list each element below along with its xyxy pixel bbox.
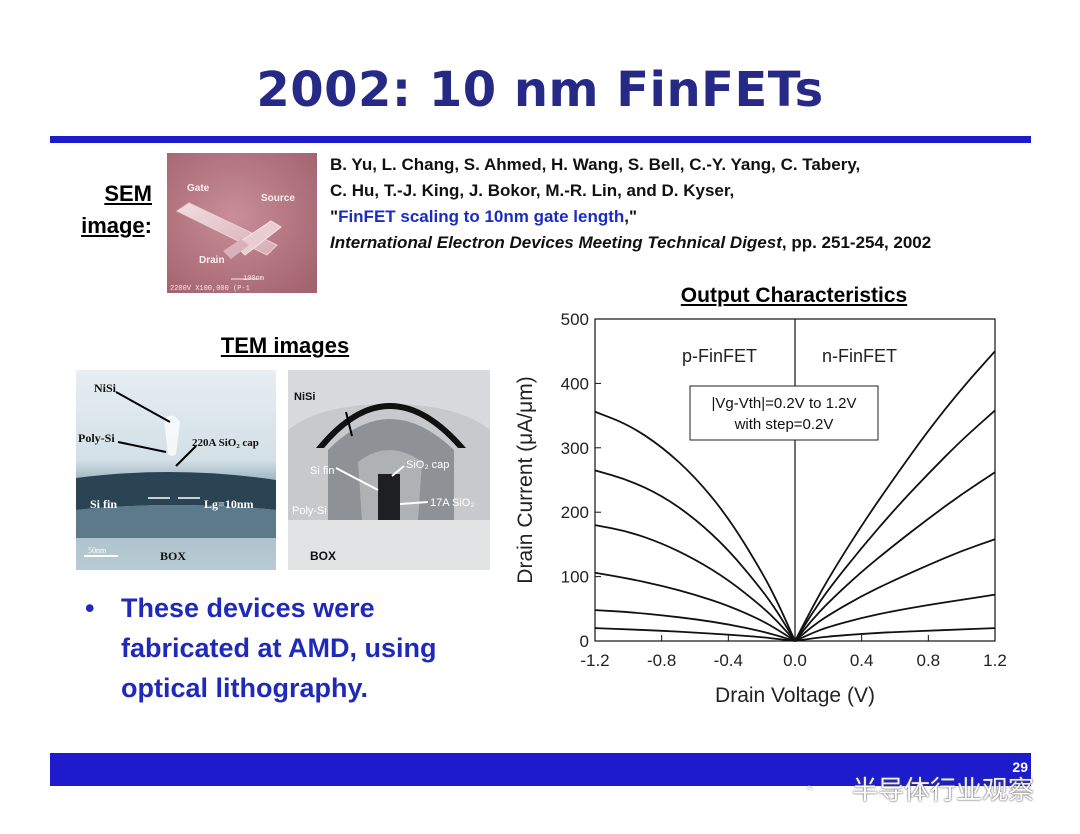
footer-bar xyxy=(50,753,1031,786)
x-tick-label: 1.2 xyxy=(983,651,1007,670)
x-tick-label: 0.0 xyxy=(783,651,807,670)
chart-annotation-line2: with step=0.2V xyxy=(734,416,834,433)
tem-image-1: NiSi Poly-Si 220A SiO₂ cap Si fin Lg=10n… xyxy=(76,370,276,570)
top-rule xyxy=(50,136,1031,143)
region-label-n: n-FinFET xyxy=(822,346,897,366)
p-finfet-curve-6 xyxy=(594,410,796,642)
tem-image-2: NiSi Si fin SiO₂ cap Poly-Si 17A SiO₂ BO… xyxy=(288,370,490,570)
y-tick-label: 300 xyxy=(561,439,589,458)
slide-title: 2002: 10 nm FinFETs xyxy=(256,62,824,118)
p-finfet-curve-2 xyxy=(594,609,796,642)
bullet-marker: • xyxy=(85,593,95,623)
sem-source-label: Source xyxy=(261,193,295,204)
chart-title: Output Characteristics xyxy=(680,284,908,307)
n-finfet-curve-1 xyxy=(794,627,996,642)
tem1-cap-label: 220A SiO₂ cap xyxy=(192,437,259,449)
citation-pages: , pp. 251-254, 2002 xyxy=(781,233,932,252)
tem-heading: TEM images xyxy=(220,333,350,358)
citation-paper-title: FinFET scaling to 10nm gate length xyxy=(338,207,625,226)
p-finfet-curve-3 xyxy=(594,571,796,642)
x-tick-label: 0.8 xyxy=(917,651,941,670)
chart-annotation-box xyxy=(689,385,879,441)
p-finfet-curve-5 xyxy=(594,469,796,642)
citation-venue: International Electron Devices Meeting T… xyxy=(330,233,782,252)
sem-drain-label: Drain xyxy=(199,255,225,266)
tem2-nisi-label: NiSi xyxy=(294,391,315,403)
sem-label-line2: image xyxy=(81,213,145,238)
tem2-sifin-label: Si fin xyxy=(310,465,334,477)
tem2-cap-label: SiO₂ cap xyxy=(406,459,449,471)
n-finfet-curve-6 xyxy=(794,350,996,642)
chart-annotation-line1: |Vg-Vth|=0.2V to 1.2V xyxy=(712,395,857,412)
p-finfet-curve-4 xyxy=(594,524,796,642)
n-finfet-curve-2 xyxy=(794,593,996,642)
tem1-polysi-label: Poly-Si xyxy=(78,431,115,445)
tem1-lg-label: Lg=10nm xyxy=(204,497,254,511)
citation-authors-line2: C. Hu, T.-J. King, J. Bokor, M.-R. Lin, … xyxy=(330,181,735,200)
citation-authors-line1: B. Yu, L. Chang, S. Ahmed, H. Wang, S. B… xyxy=(330,155,861,174)
sem-label-line1: SEM xyxy=(104,181,152,206)
sem-gate-label: Gate xyxy=(187,183,210,194)
y-tick-label: 400 xyxy=(561,374,589,393)
bullet-text: These devices were fabricated at AMD, us… xyxy=(121,593,437,703)
citation: B. Yu, L. Chang, S. Ahmed, H. Wang, S. B… xyxy=(330,152,1050,256)
y-tick-label: 200 xyxy=(561,503,589,522)
citation-close-quote: ," xyxy=(624,207,638,226)
chart-ylabel: Drain Current (μA/μm) xyxy=(514,376,537,583)
bullet-point: • These devices were fabricated at AMD, … xyxy=(85,588,505,708)
n-finfet-curve-4 xyxy=(794,471,996,642)
n-finfet-curve-3 xyxy=(794,538,996,642)
x-tick-label: -1.2 xyxy=(580,651,609,670)
tem1-sifin-label: Si fin xyxy=(90,497,117,511)
sem-info-label: 2200V X100,000 (P-1 xyxy=(170,285,250,293)
y-tick-label: 0 xyxy=(580,632,589,651)
slide-number: 29 xyxy=(1012,759,1028,775)
citation-title-line: "FinFET scaling to 10nm gate length," xyxy=(330,204,1050,230)
tem1-scale-label: 50nm xyxy=(88,546,107,555)
watermark-text: 半导体行业观察 xyxy=(852,776,1035,806)
sem-image: Gate Source Drain 100nm 2200V X100,000 (… xyxy=(167,153,317,293)
y-tick-label: 500 xyxy=(561,310,589,329)
chart-xlabel: Drain Voltage (V) xyxy=(715,684,875,707)
sem-scale-label: 100nm xyxy=(243,275,264,283)
x-tick-label: -0.4 xyxy=(714,651,743,670)
wechat-icon xyxy=(806,785,814,791)
citation-venue-line: International Electron Devices Meeting T… xyxy=(330,230,1050,256)
region-label-p: p-FinFET xyxy=(682,346,757,366)
x-tick-label: -0.8 xyxy=(647,651,676,670)
p-finfet-curve-1 xyxy=(594,627,796,642)
output-characteristics-chart: -1.2 -0.8 -0.4 0.0 0.4 0.8 1.2 0 100 200 300 400 500… xyxy=(514,310,1007,707)
tem2-box-label: BOX xyxy=(310,549,336,563)
tem1-box-label: BOX xyxy=(160,549,186,563)
sem-label: SEM image: xyxy=(60,178,152,242)
tem1-nisi-label: NiSi xyxy=(94,381,117,395)
x-tick-label: 0.4 xyxy=(850,651,874,670)
y-tick-label: 100 xyxy=(561,568,589,587)
tem2-oxide-label: 17A SiO₂ xyxy=(430,497,475,509)
n-finfet-curve-5 xyxy=(794,409,996,642)
tem2-polysi-label: Poly-Si xyxy=(292,505,327,517)
sem-label-colon: : xyxy=(144,213,152,238)
citation-open-quote: " xyxy=(330,207,339,226)
